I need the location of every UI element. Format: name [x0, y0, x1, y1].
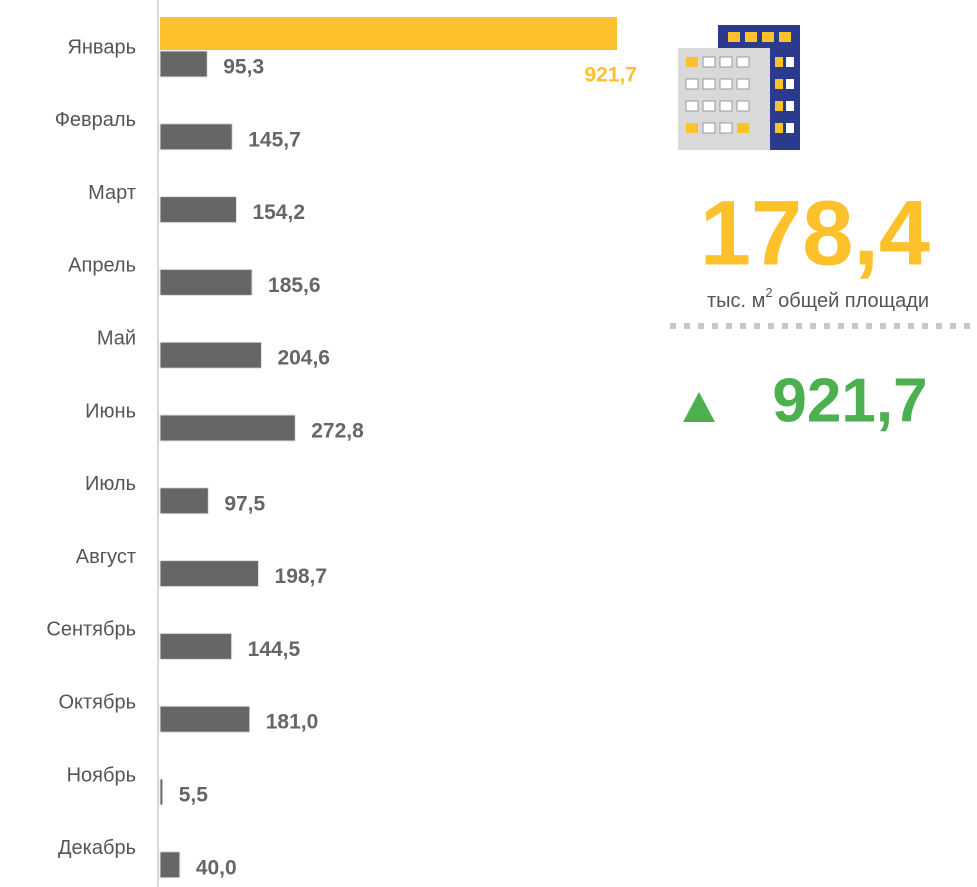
value-label: 40,0: [196, 856, 237, 879]
bar: [159, 705, 251, 733]
value-label: 185,6: [268, 274, 321, 297]
bar: [159, 341, 262, 369]
category-label: Сентябрь: [46, 619, 136, 641]
value-label: 154,2: [252, 201, 305, 224]
value-label: 95,3: [223, 56, 264, 79]
bar: [159, 268, 253, 296]
highlight-bar: [160, 17, 617, 50]
value-label: 5,5: [179, 784, 209, 807]
unit-rest: общей площади: [773, 290, 929, 312]
category-label: Август: [76, 546, 136, 568]
category-label: Январь: [67, 36, 136, 58]
highlight-value-label: 921,7: [584, 64, 637, 87]
bar: [159, 50, 208, 78]
bar: [159, 123, 233, 151]
category-label: Июль: [85, 473, 136, 495]
value-label: 145,7: [248, 128, 301, 151]
bar: [159, 414, 296, 442]
summary-value: 178,4: [700, 182, 930, 284]
bar: [159, 778, 164, 806]
value-label: 204,6: [277, 347, 330, 370]
summary-unit: тыс. м2 общей площади: [707, 285, 929, 312]
category-label: Февраль: [55, 109, 136, 131]
category-label: Июнь: [85, 400, 136, 422]
up-triangle: [683, 392, 715, 422]
category-label: Декабрь: [58, 837, 136, 859]
bar: [159, 851, 181, 879]
category-label: Апрель: [68, 255, 136, 277]
unit-text: тыс. м: [707, 290, 765, 312]
bar: [159, 487, 209, 515]
value-label: 181,0: [266, 711, 319, 734]
category-label: Март: [88, 182, 136, 204]
bar: [159, 560, 260, 588]
building-icon: [678, 25, 800, 150]
bar: [159, 196, 237, 224]
category-label: Май: [97, 327, 136, 349]
value-label: 272,8: [311, 420, 364, 443]
value-label: 198,7: [275, 565, 328, 588]
summary-change: 921,7: [772, 366, 927, 435]
category-label: Ноябрь: [67, 764, 136, 786]
bar: [159, 632, 233, 660]
value-label: 144,5: [248, 638, 301, 661]
value-label: 97,5: [224, 492, 265, 515]
unit-sup: 2: [765, 285, 772, 300]
category-label: Октябрь: [58, 691, 136, 713]
